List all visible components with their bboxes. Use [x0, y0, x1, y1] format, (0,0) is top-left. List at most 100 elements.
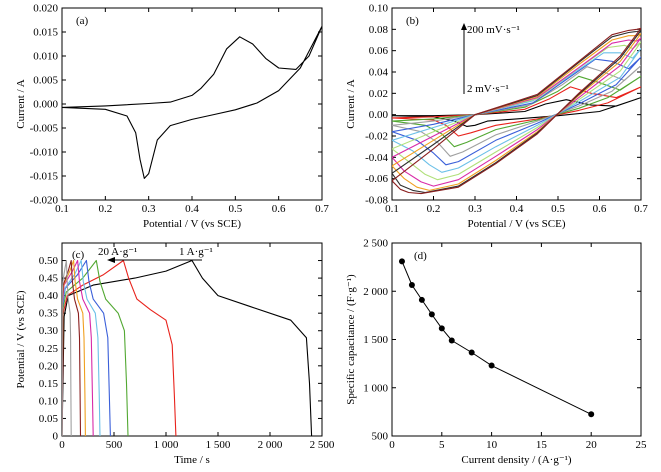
data-layer: [392, 27, 641, 195]
y-tick-label: 0.25: [39, 343, 59, 355]
y-tick-label: 0.06: [369, 45, 389, 57]
data-point: [428, 311, 435, 318]
series-line-9: [62, 259, 72, 436]
data-layer: [62, 259, 313, 436]
x-tick-label: 1 500: [206, 439, 231, 451]
series-line-5: [392, 56, 641, 166]
y-tick-label: 0.35: [39, 308, 59, 320]
y-tick-label: -0.02: [365, 131, 388, 143]
y-tick-label: 0.04: [369, 67, 389, 79]
x-tick-label: 0.2: [427, 203, 441, 215]
current-density-low-label: 1 A·g⁻¹: [179, 246, 213, 258]
series-line-1: [62, 25, 322, 179]
series-line-8: [392, 37, 641, 187]
panel-label: (b): [406, 15, 419, 27]
y-tick-label: 0.000: [33, 99, 58, 111]
x-tick-label: 0.1: [385, 203, 399, 215]
series-line-11: [392, 27, 641, 195]
y-tick-label: 0.00: [369, 109, 389, 121]
x-tick-label: 0.6: [593, 203, 607, 215]
x-tick-label: 1 000: [154, 439, 179, 451]
y-tick-label: 0.40: [39, 290, 59, 302]
x-tick-label: 0.4: [510, 203, 524, 215]
current-density-high-label: 20 A·g⁻¹: [98, 246, 137, 258]
x-axis-label: Potential / V (vs SCE): [468, 218, 566, 230]
panel-b: 0.1 0.2 0.3 0.4 0.5 0.6 0.7 -0.08 -0.06 -0.04 -0.0…: [345, 3, 648, 231]
x-tick-label: 0.5: [228, 203, 242, 215]
scan-rate-high-label: 200 mV·s⁻¹: [467, 24, 520, 36]
y-axis-label: Specific capacitance / (F·g⁻¹): [345, 274, 357, 405]
y-tick-label: 0.15: [39, 378, 59, 390]
y-tick-label: 0.10: [369, 3, 389, 15]
data-point: [468, 349, 475, 356]
x-axis-label: Potential / V (vs SCE): [143, 218, 241, 230]
y-tick-label: 0.05: [39, 413, 59, 425]
plot-frame: [61, 242, 323, 437]
x-tick-label: 0.5: [551, 203, 565, 215]
y-tick-label: 0.02: [369, 88, 388, 100]
series-line-10: [392, 29, 641, 194]
y-tick-label: 0.020: [33, 3, 58, 15]
y-tick-label: 0.015: [33, 27, 58, 39]
x-tick-label: 2 000: [258, 439, 283, 451]
data-point: [418, 296, 425, 303]
y-tick-label: 0: [53, 431, 59, 443]
y-tick-label: 0.50: [39, 255, 59, 267]
x-tick-label: 20: [586, 439, 598, 451]
panel-a: 0.1 0.2 0.3 0.4 0.5 0.6 0.7 -0.020 -0.015 -0.010 -…: [15, 3, 329, 231]
series-line-7: [392, 41, 641, 181]
x-tick-label: 0.3: [468, 203, 482, 215]
x-tick-label: 0: [389, 439, 395, 451]
panel-d: 0 5 10 15 20 25 500 1 000 1 500 2 000 2 500 Current…: [345, 238, 647, 467]
series-line-9: [392, 33, 641, 191]
series-line-6: [392, 47, 641, 173]
x-tick-label: 0.3: [142, 203, 156, 215]
x-tick-label: 0.6: [272, 203, 286, 215]
y-tick-label: 2 500: [363, 238, 388, 250]
y-tick-label: -0.015: [30, 171, 59, 183]
series-line-1: [392, 97, 641, 127]
panel-label: (d): [414, 250, 427, 262]
x-tick-label: 0: [59, 439, 65, 451]
y-tick-label: 0.30: [39, 325, 59, 337]
data-point: [588, 411, 595, 418]
x-tick-label: 0.2: [98, 203, 112, 215]
y-tick-label: 1 500: [363, 334, 388, 346]
data-point: [488, 362, 495, 369]
data-point: [448, 337, 455, 344]
panel-label: (c): [72, 249, 85, 261]
data-point: [438, 325, 445, 332]
plot-frame: [391, 242, 642, 437]
y-tick-label: 1 000: [363, 382, 388, 394]
series-line-1: [62, 259, 313, 436]
x-tick-label: 0.1: [55, 203, 69, 215]
scan-rate-low-label: 2 mV·s⁻¹: [467, 83, 509, 95]
series-line-3: [392, 75, 641, 148]
y-tick-label: 0.45: [39, 273, 59, 285]
x-tick-label: 0.7: [634, 203, 648, 215]
y-axis-label: Potential / V (vs SCE): [15, 290, 27, 388]
x-tick-label: 0.4: [185, 203, 199, 215]
x-tick-label: 2 500: [310, 439, 335, 451]
series-line-4: [62, 259, 111, 436]
y-axis-label: Current / A: [345, 79, 357, 129]
series-line: [401, 261, 592, 415]
y-tick-label: 0.10: [39, 395, 59, 407]
y-tick-label: -0.06: [365, 173, 388, 185]
y-tick-label: -0.010: [30, 147, 59, 159]
series-line-2: [62, 259, 177, 436]
x-tick-label: 0.7: [315, 203, 329, 215]
data-point: [408, 281, 415, 288]
panel-label: (a): [76, 15, 89, 27]
x-axis-label: Time / s: [174, 454, 210, 466]
series-line-3: [62, 259, 129, 436]
scan-rate-arrowhead: [461, 23, 467, 30]
y-tick-label: -0.005: [30, 123, 59, 135]
panel-c: 0 500 1 000 1 500 2 000 2 500 0 0.05 0.10 0.15 0.2…: [15, 242, 335, 466]
x-axis-label: Current density / (A·g⁻¹): [461, 454, 572, 466]
plot-frame: [61, 7, 323, 201]
current-density-arrowhead: [107, 257, 115, 263]
y-tick-label: 0.010: [33, 51, 58, 63]
data-layer: [62, 25, 322, 179]
